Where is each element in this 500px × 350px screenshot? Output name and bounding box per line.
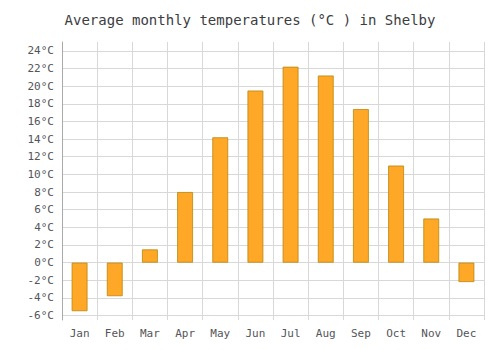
svg-text:22°C: 22°C [28, 62, 55, 75]
svg-text:18°C: 18°C [28, 97, 55, 110]
svg-text:-2°C: -2°C [28, 274, 55, 287]
svg-text:Jan: Jan [70, 327, 90, 340]
svg-text:Mar: Mar [140, 327, 160, 340]
svg-text:10°C: 10°C [28, 168, 55, 181]
svg-text:4°C: 4°C [34, 221, 54, 234]
svg-text:Sep: Sep [351, 327, 371, 340]
svg-text:Jul: Jul [281, 327, 301, 340]
svg-text:16°C: 16°C [28, 115, 55, 128]
svg-text:Apr: Apr [175, 327, 195, 340]
svg-text:Jun: Jun [245, 327, 265, 340]
svg-text:Nov: Nov [421, 327, 441, 340]
svg-text:6°C: 6°C [34, 203, 54, 216]
svg-text:14°C: 14°C [28, 133, 55, 146]
svg-text:8°C: 8°C [34, 186, 54, 199]
svg-text:2°C: 2°C [34, 238, 54, 251]
svg-text:Dec: Dec [456, 327, 476, 340]
svg-text:May: May [210, 327, 230, 340]
svg-text:-6°C: -6°C [28, 309, 55, 322]
svg-text:Aug: Aug [316, 327, 336, 340]
svg-text:Feb: Feb [105, 327, 125, 340]
svg-text:Average monthly temperatures (: Average monthly temperatures (°C ) in Sh… [65, 12, 436, 28]
svg-text:20°C: 20°C [28, 80, 55, 93]
svg-text:24°C: 24°C [28, 44, 55, 57]
svg-text:12°C: 12°C [28, 150, 55, 163]
svg-text:0°C: 0°C [34, 256, 54, 269]
svg-text:Oct: Oct [386, 327, 406, 340]
svg-text:-4°C: -4°C [28, 291, 55, 304]
